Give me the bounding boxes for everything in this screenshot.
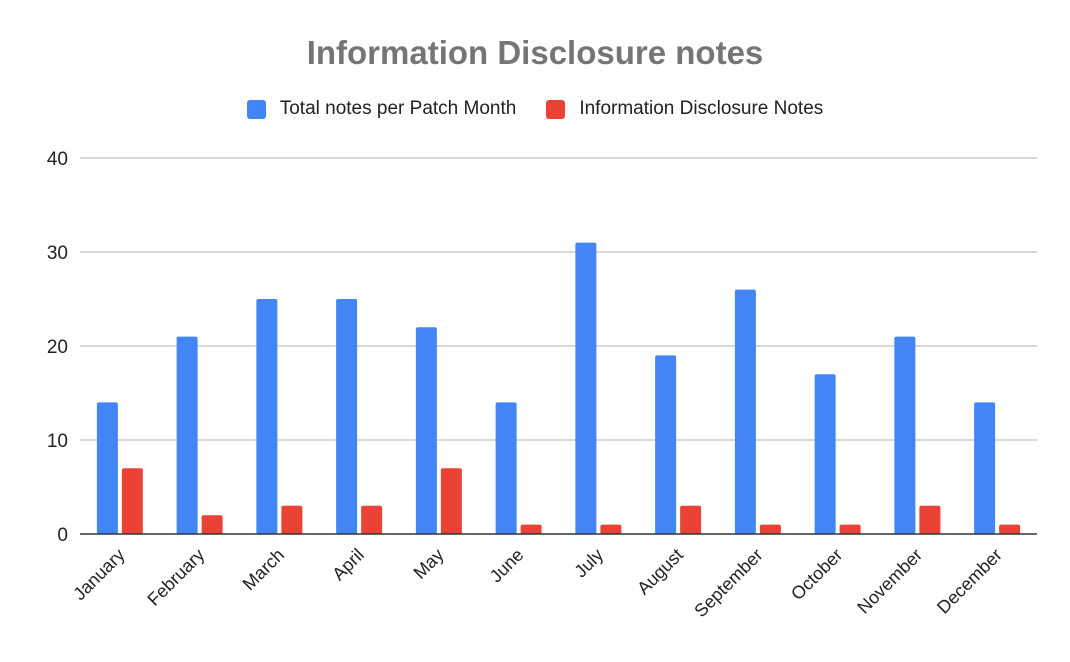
- bar: [336, 299, 358, 534]
- x-tick-label: November: [853, 545, 926, 618]
- bar: [495, 402, 517, 534]
- bar: [974, 402, 996, 534]
- bar: [759, 524, 781, 534]
- y-tick-label: 20: [47, 337, 68, 358]
- x-tick-label: May: [410, 545, 448, 583]
- bar: [281, 505, 303, 534]
- bar: [600, 524, 622, 534]
- bar: [440, 468, 462, 534]
- legend-label-disclosure: Information Disclosure Notes: [579, 98, 824, 119]
- bar: [201, 515, 223, 534]
- legend-swatch-blue: [246, 99, 266, 119]
- bar: [655, 355, 677, 534]
- x-tick-label: February: [143, 545, 208, 610]
- bar: [894, 336, 916, 534]
- bar: [415, 327, 437, 534]
- chart-title: Information Disclosure notes: [306, 34, 764, 71]
- bar: [999, 524, 1021, 534]
- x-tick-label: December: [933, 545, 1006, 618]
- y-tick-label: 10: [47, 431, 68, 452]
- bar: [734, 289, 756, 534]
- legend-item-disclosure: Information Disclosure Notes: [546, 98, 823, 120]
- legend-swatch-red: [546, 99, 566, 119]
- bar: [520, 524, 542, 534]
- bar: [839, 524, 861, 534]
- legend-item-total: Total notes per Patch Month: [246, 98, 517, 120]
- bar: [814, 374, 836, 534]
- bar: [121, 468, 143, 534]
- y-tick-label: 30: [47, 243, 68, 264]
- x-tick-label: April: [328, 545, 368, 585]
- bar: [96, 402, 118, 534]
- chart-legend: Total notes per Patch Month Information …: [0, 98, 1070, 120]
- bar: [176, 336, 198, 534]
- bar: [680, 505, 702, 534]
- x-tick-label: September: [690, 545, 766, 621]
- y-tick-label: 40: [47, 149, 68, 170]
- x-tick-label: July: [570, 545, 607, 582]
- x-tick-label: January: [69, 545, 128, 604]
- y-tick-label: 0: [57, 525, 68, 546]
- legend-label-total: Total notes per Patch Month: [279, 98, 517, 119]
- bar: [919, 505, 941, 534]
- bar: [256, 299, 278, 534]
- x-tick-label: August: [633, 545, 687, 599]
- bar: [575, 242, 597, 534]
- x-tick-label: October: [787, 545, 846, 604]
- x-tick-label: June: [486, 545, 528, 587]
- x-tick-label: March: [239, 545, 289, 595]
- bar: [361, 505, 383, 534]
